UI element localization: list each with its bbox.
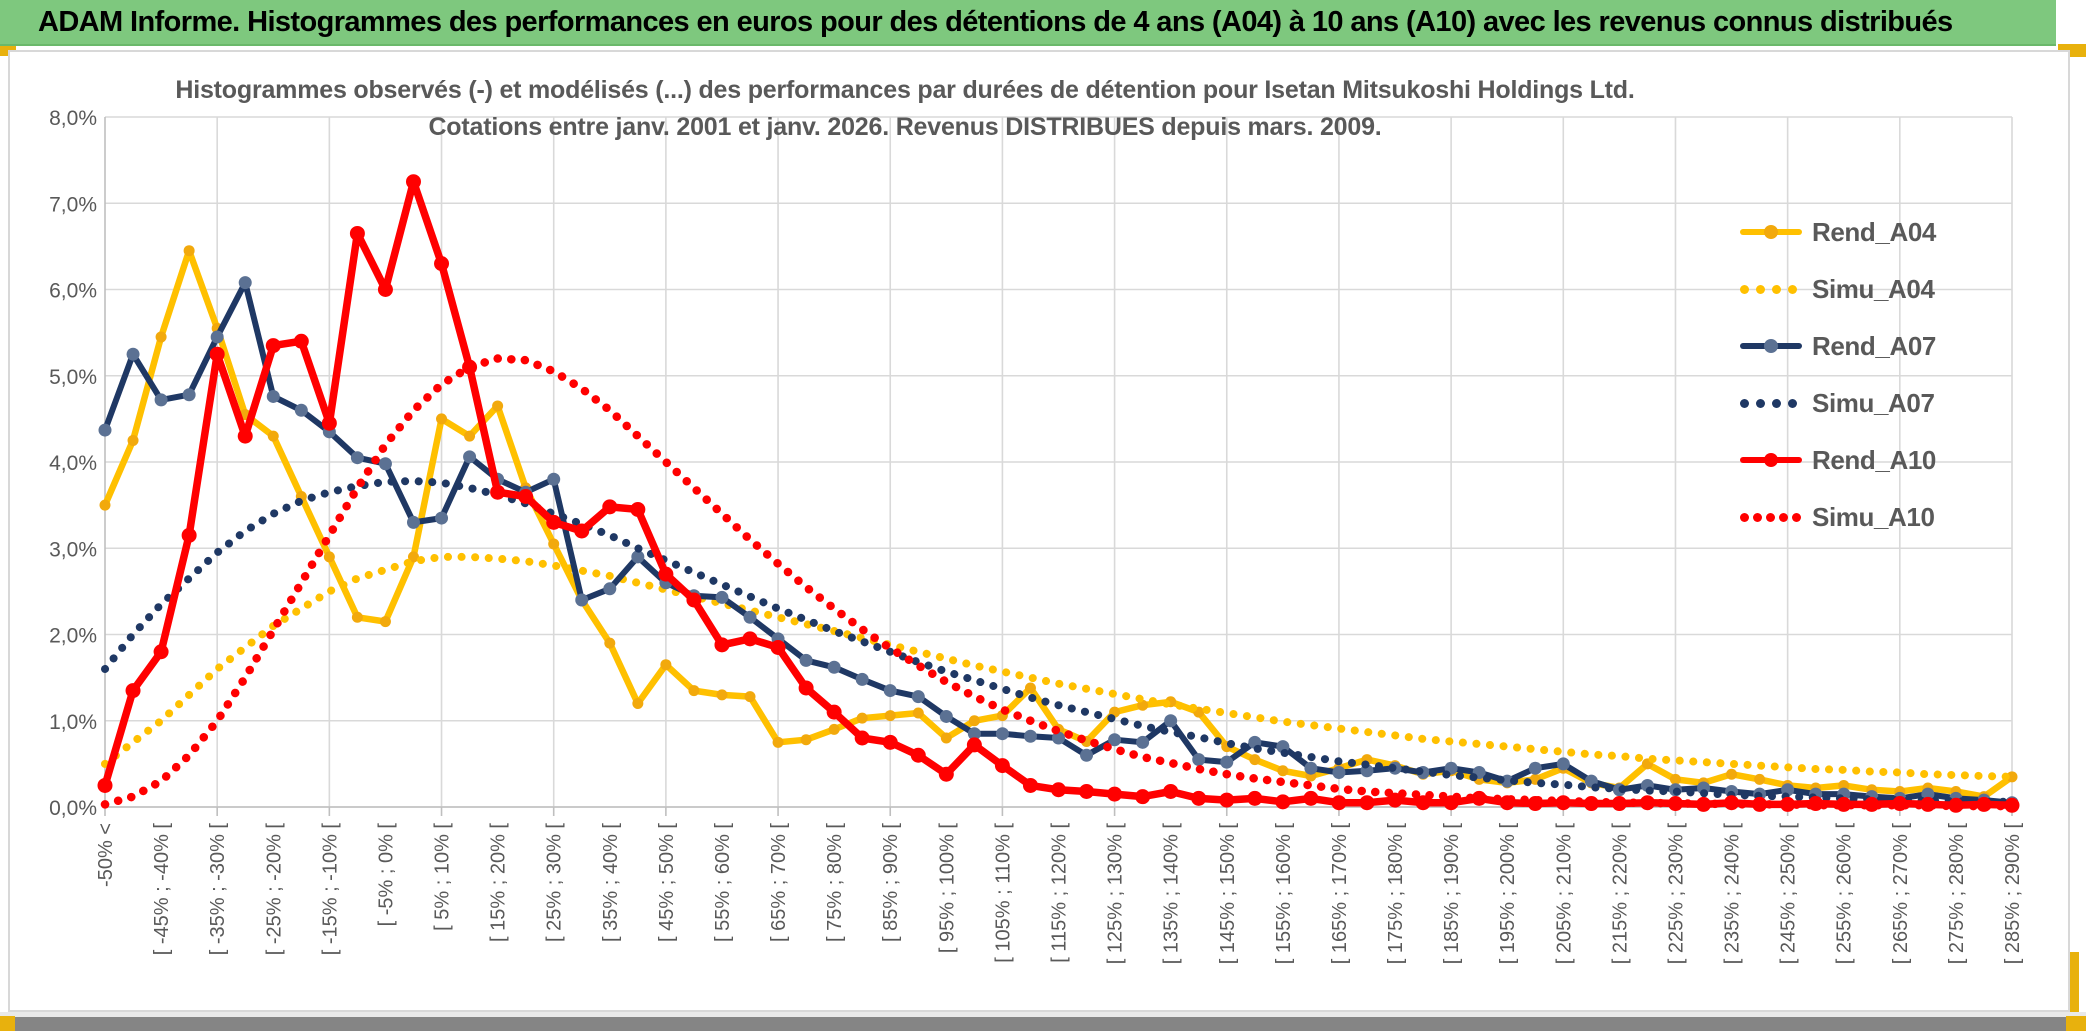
x-tick-label: [ 235% ; 240% [ (1722, 823, 1744, 965)
x-tick-label: [ 125% ; 130% [ (1105, 823, 1127, 965)
x-tick-label: [ 155% ; 160% [ (1273, 823, 1295, 965)
x-tick-label: [ -25% ; -20% [ (263, 823, 285, 956)
x-tick-label: [ 5% ; 10% [ (432, 823, 454, 931)
legend-item-rend-a10[interactable]: Rend_A10 (1740, 445, 1936, 475)
chart-title-line2: Cotations entre janv. 2001 et janv. 2026… (428, 113, 1382, 141)
legend-label: Rend_A07 (1812, 330, 1936, 361)
x-tick-label: [ 15% ; 20% [ (488, 823, 510, 942)
chart-title: Histogrammes observés (-) et modélisés (… (100, 72, 1710, 146)
series-Simu_A10[interactable] (100, 354, 2017, 811)
legend-item-rend-a04[interactable]: Rend_A04 (1740, 217, 1936, 247)
x-tick-label: [ 255% ; 260% [ (1834, 823, 1856, 965)
x-tick-label: [ 95% ; 100% [ (936, 823, 958, 954)
legend-label: Simu_A04 (1812, 273, 1935, 304)
x-tick-label: [ 135% ; 140% [ (1161, 823, 1183, 965)
horizontal-scrollbar-track[interactable] (0, 1012, 2086, 1031)
chart-title-line1: Histogrammes observés (-) et modélisés (… (175, 76, 1635, 104)
series-Rend_A04[interactable] (99, 245, 2018, 803)
y-tick-label: 2,0% (49, 625, 97, 648)
solid-line-marker-icon (1740, 338, 1802, 354)
series-Rend_A10[interactable] (97, 174, 2020, 813)
x-tick-label: [ 25% ; 30% [ (544, 823, 566, 942)
x-axis-labels: -50% < [ -45% ; -40% [ [ -35% ; -30% [ [ -2… (95, 823, 2024, 965)
legend-item-simu-a04[interactable]: Simu_A04 (1740, 274, 1935, 304)
series-Simu_A07[interactable] (101, 476, 2016, 806)
x-tick-label: [ 65% ; 70% [ (768, 823, 790, 942)
dotted-line-marker-icon (1740, 281, 1802, 297)
legend-item-simu-a07[interactable]: Simu_A07 (1740, 388, 1935, 418)
series-Simu_A04[interactable] (101, 552, 2016, 781)
legend-label: Rend_A10 (1812, 444, 1936, 475)
x-tick-label: [ 195% ; 200% [ (1497, 823, 1519, 965)
y-tick-label: 3,0% (49, 538, 97, 561)
dotted-line-marker-icon (1740, 395, 1802, 411)
x-tick-label: [ 145% ; 150% [ (1217, 823, 1239, 965)
x-tick-label: [ 105% ; 110% [ (992, 823, 1014, 963)
x-tick-label: [ 115% ; 120% [ (1049, 823, 1071, 963)
x-tick-label: [ -35% ; -30% [ (207, 823, 229, 956)
x-tick-label: [ 215% ; 220% [ (1609, 823, 1631, 965)
legend-item-simu-a10[interactable]: Simu_A10 (1740, 502, 1935, 532)
x-tick-label: [ 85% ; 90% [ (880, 823, 902, 942)
x-tick-label: [ -45% ; -40% [ (151, 823, 173, 956)
legend-label: Simu_A07 (1812, 387, 1935, 418)
y-axis-labels: 0,0% 1,0% 2,0% 3,0% 4,0% 5,0% 6,0% 7,0% 8,0% (49, 107, 97, 820)
x-tick-label: [ 165% ; 170% [ (1329, 823, 1351, 965)
x-tick-label: [ 35% ; 40% [ (600, 823, 622, 942)
horizontal-scrollbar-thumb-left[interactable] (0, 1016, 15, 1031)
y-tick-label: 6,0% (49, 280, 97, 303)
horizontal-scrollbar-thumb-right[interactable] (2066, 1016, 2086, 1031)
x-tick-label: [ 75% ; 80% [ (824, 823, 846, 942)
chart-frame (8, 50, 2070, 1012)
scrollbar-track-highlight (0, 1012, 2086, 1017)
y-tick-label: 1,0% (49, 711, 97, 734)
x-tick-label: -50% < (95, 823, 117, 887)
y-tick-label: 8,0% (49, 107, 97, 130)
y-tick-label: 0,0% (49, 797, 97, 820)
x-tick-label: [ 245% ; 250% [ (1778, 823, 1800, 965)
solid-line-marker-icon (1740, 224, 1802, 240)
y-tick-label: 5,0% (49, 366, 97, 389)
report-title-bar: ADAM Informe. Histogrammes des performan… (0, 0, 2056, 46)
dotted-line-marker-icon (1740, 509, 1802, 525)
y-tick-label: 7,0% (49, 193, 97, 216)
x-tick-label: [ 205% ; 210% [ (1553, 823, 1575, 965)
x-tick-label: [ -15% ; -10% [ (319, 823, 341, 956)
x-tick-label: [ 265% ; 270% [ (1890, 823, 1912, 965)
x-tick-label: [ 275% ; 280% [ (1946, 823, 1968, 965)
x-tick-label: [ -5% ; 0% [ (375, 823, 397, 927)
legend-item-rend-a07[interactable]: Rend_A07 (1740, 331, 1936, 361)
x-tick-label: [ 45% ; 50% [ (656, 823, 678, 942)
solid-line-marker-icon (1740, 452, 1802, 468)
legend-label: Rend_A04 (1812, 216, 1936, 247)
x-tick-label: [ 55% ; 60% [ (712, 823, 734, 942)
x-tick-label: [ 285% ; 290% [ (2002, 823, 2024, 965)
report-title: ADAM Informe. Histogrammes des performan… (38, 6, 1953, 38)
y-tick-label: 4,0% (49, 452, 97, 475)
legend-label: Simu_A10 (1812, 501, 1935, 532)
x-tick-label: [ 185% ; 190% [ (1441, 823, 1463, 965)
x-tick-label: [ 175% ; 180% [ (1385, 823, 1407, 965)
x-tick-label: [ 225% ; 230% [ (1665, 823, 1687, 965)
